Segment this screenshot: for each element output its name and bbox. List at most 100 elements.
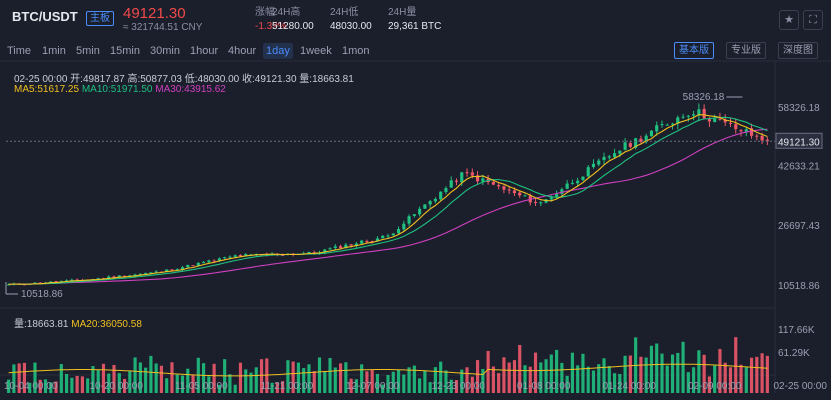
interval-1day[interactable]: 1day — [263, 43, 293, 59]
interval-1mon[interactable]: 1mon — [342, 45, 370, 57]
volume-bar — [591, 370, 596, 393]
ma10-line — [8, 116, 768, 285]
view-depth-button[interactable]: 深度图 — [778, 42, 818, 59]
candle-body — [612, 153, 617, 158]
volume-bar — [328, 357, 332, 393]
candle-body — [233, 255, 237, 257]
ohlc-low: 低:48030.00 — [184, 74, 240, 85]
volume-bar — [586, 366, 590, 393]
fullscreen-icon[interactable]: ⛶ — [803, 10, 823, 30]
candle-body — [555, 193, 559, 198]
volume-bar — [175, 374, 179, 393]
volume-bar — [202, 363, 206, 393]
candle-body — [165, 269, 169, 272]
candle-body — [723, 119, 727, 123]
volume-bar — [481, 368, 485, 393]
volume-bar — [159, 365, 164, 393]
candle-body — [470, 172, 474, 176]
view-basic-button[interactable]: 基本版 — [674, 42, 714, 59]
candle-body — [749, 128, 754, 136]
candle-body — [460, 172, 464, 183]
candle-body — [338, 246, 343, 249]
stat-value: 51280.00 — [272, 21, 314, 32]
x-tick-label: 02-25 00:00 — [774, 381, 828, 392]
volume-bar — [523, 365, 527, 393]
volume-bar — [670, 354, 675, 393]
volume-bar — [370, 370, 374, 393]
candle-body — [196, 262, 200, 266]
candle-body — [570, 182, 574, 184]
volume-bar — [649, 345, 654, 393]
volume-bar — [386, 375, 390, 393]
candle-body — [207, 260, 211, 263]
candle-body — [739, 130, 743, 132]
interval-time[interactable]: Time — [7, 45, 32, 57]
volume-bar — [275, 382, 279, 393]
volume-bar — [80, 376, 84, 393]
candle-body — [365, 241, 369, 243]
volume-bar — [228, 374, 232, 393]
volume-bar — [43, 379, 48, 393]
volume-bar — [28, 382, 32, 393]
x-tick-label: 01-08 00:00 — [517, 381, 571, 392]
candle-body — [444, 188, 448, 192]
volume-bar — [296, 362, 301, 393]
volume-bar — [91, 366, 95, 393]
current-price-label: 49121.30 — [778, 137, 820, 148]
interval-4hour[interactable]: 4hour — [228, 45, 257, 57]
volume-bar — [233, 384, 237, 393]
interval-1min[interactable]: 1min — [42, 45, 66, 57]
view-pro-button[interactable]: 专业版 — [726, 42, 766, 59]
stat-high: 24H高 51280.00 — [272, 6, 314, 34]
interval-1hour[interactable]: 1hour — [190, 45, 219, 57]
ma-info: MA5:51617.25 MA10:51971.50 MA30:43915.62 — [14, 84, 226, 95]
candle-body — [149, 272, 153, 274]
favorite-star-icon[interactable]: ★ — [779, 10, 799, 30]
candle-body — [765, 139, 769, 142]
ohlc-info: 02-25 00:00 开:49817.87 高:50877.03 低:4803… — [14, 70, 354, 85]
volume-bar — [207, 376, 211, 393]
candle-body — [518, 192, 522, 196]
volume-bar — [512, 360, 517, 393]
interval-5min[interactable]: 5min — [76, 45, 100, 57]
candle-body — [465, 172, 469, 174]
volume-bar — [765, 355, 769, 393]
volume-bar — [728, 367, 733, 393]
interval-15min[interactable]: 15min — [110, 45, 140, 57]
volume-bar — [70, 377, 74, 393]
candle-body — [692, 114, 696, 116]
stat-value: -1.39% — [255, 21, 287, 32]
volume-bar — [502, 357, 506, 393]
candle-body — [375, 238, 380, 242]
interval-1week[interactable]: 1week — [300, 45, 332, 57]
volume-bar — [217, 384, 221, 393]
volume-bar — [602, 358, 606, 393]
volume-bar — [22, 362, 27, 393]
volume-bar — [454, 380, 459, 393]
volume-bar — [686, 372, 690, 393]
candle-body — [423, 204, 427, 209]
candle-body — [507, 189, 511, 191]
volume-bar — [639, 356, 643, 393]
volume-bar — [549, 354, 553, 393]
candle-body — [328, 248, 332, 250]
volume-bar — [154, 363, 158, 393]
candle-body — [523, 195, 527, 197]
volume-bar — [128, 370, 132, 393]
candle-body — [38, 282, 42, 284]
volume-bar — [644, 357, 648, 393]
candle-body — [491, 181, 495, 185]
interval-30min[interactable]: 30min — [150, 45, 180, 57]
pair-name[interactable]: BTC/USDT — [12, 9, 78, 24]
candle-body — [713, 118, 717, 123]
volume-bar — [528, 366, 532, 393]
volume-bar — [570, 352, 574, 393]
stat-change: 涨幅 -1.39% — [255, 6, 287, 34]
candle-body — [122, 275, 127, 277]
candle-body — [549, 197, 553, 200]
candle-body — [649, 130, 654, 137]
candle-body — [202, 262, 206, 264]
ma5-line — [8, 114, 768, 285]
ma30-line — [8, 128, 768, 285]
